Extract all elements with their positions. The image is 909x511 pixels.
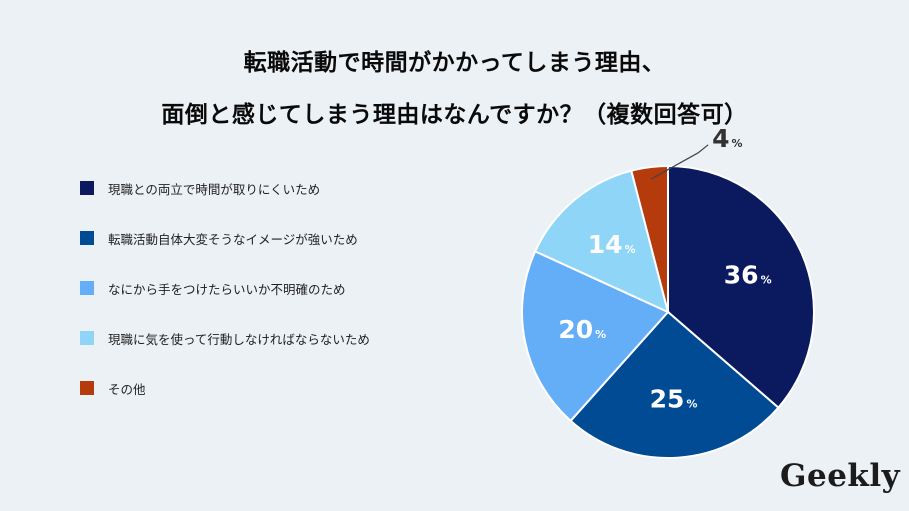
legend-label: その他 — [108, 381, 146, 397]
legend-swatch — [80, 231, 94, 245]
data-label: 4% — [712, 124, 742, 153]
pie-slice — [569, 310, 780, 459]
legend-swatch — [80, 281, 94, 295]
legend-item: なにから手をつけたらいいか不明確のため — [80, 278, 480, 298]
data-label: 20% — [558, 315, 606, 344]
legend-item: 現職に気を使って行動しなければならないため — [80, 328, 480, 348]
legend-swatch — [80, 181, 94, 195]
legend-label: 転職活動自体大変そうなイメージが強いため — [108, 231, 358, 247]
legend-swatch — [80, 381, 94, 395]
legend-swatch — [80, 331, 94, 345]
leader-line — [650, 144, 709, 180]
chart-title-line-1: 転職活動で時間がかかってしまう理由、 — [243, 50, 666, 76]
pie-slice — [630, 164, 669, 313]
data-label: 36% — [724, 261, 772, 290]
legend-label: なにから手をつけたらいいか不明確のため — [108, 281, 346, 297]
legend-item: 転職活動自体大変そうなイメージが強いため — [80, 228, 480, 248]
data-label: 25% — [650, 384, 698, 413]
chart-title-line-2: 面倒と感じてしまう理由はなんですか？（複数回答可） — [161, 102, 748, 128]
geekly-logo: Geekly — [780, 458, 901, 494]
data-label: 14% — [588, 230, 636, 259]
legend-label: 現職に気を使って行動しなければならないため — [108, 331, 370, 347]
legend-item: 現職との両立で時間が取りにくいため — [80, 178, 480, 198]
legend-item: その他 — [80, 378, 480, 398]
legend-label: 現職との両立で時間が取りにくいため — [108, 181, 321, 197]
pie-slice — [521, 250, 670, 423]
pie-slice — [533, 169, 670, 314]
pie-slice — [667, 164, 815, 410]
